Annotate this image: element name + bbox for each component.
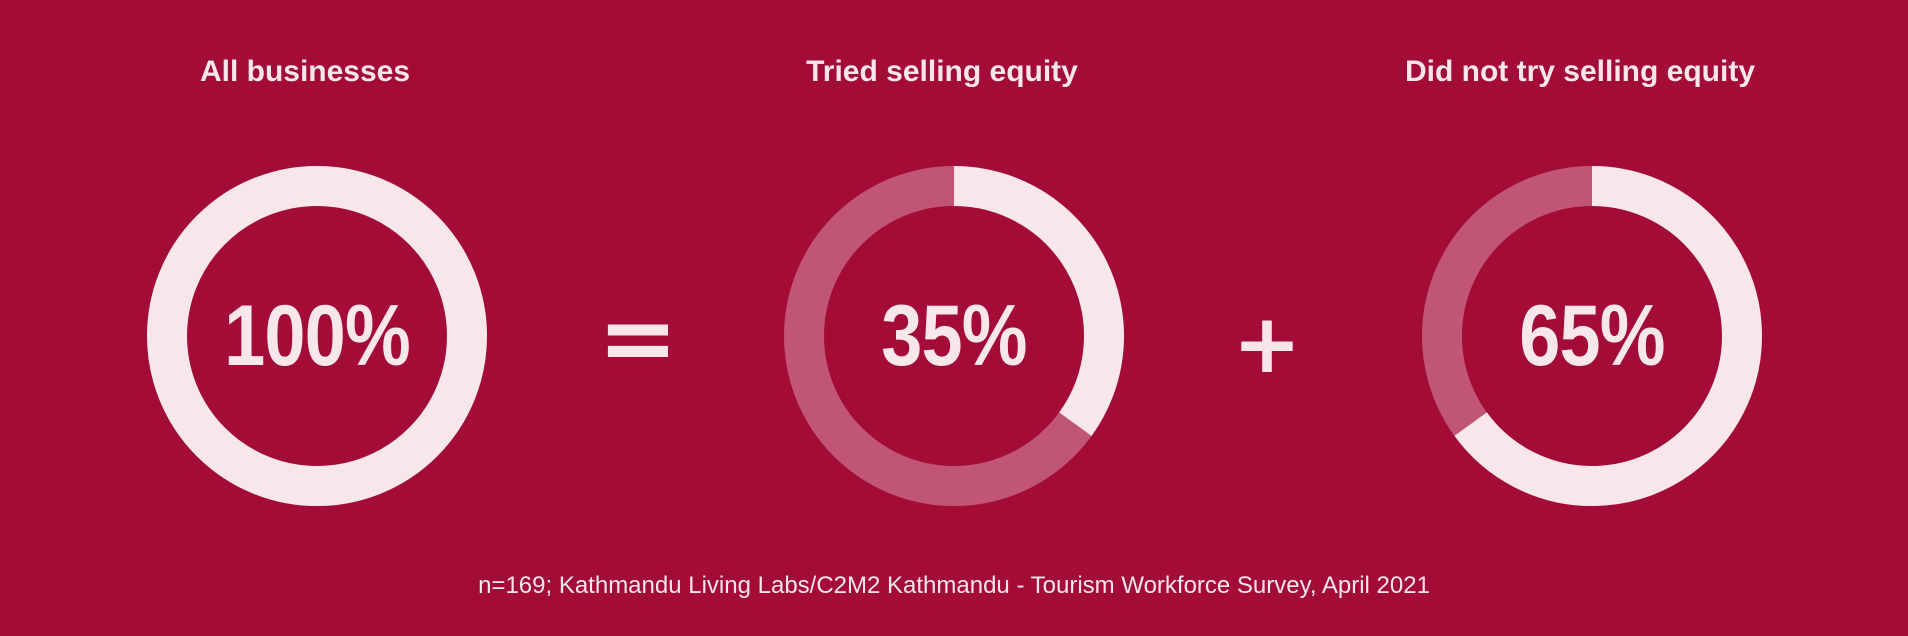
donut-highlight-arc xyxy=(953,166,1124,436)
chart-title-all-businesses: All businesses xyxy=(199,55,411,88)
donut-highlight-arc xyxy=(1454,166,1762,506)
percent-label: 65% xyxy=(1519,287,1665,384)
chart-title-tried-selling-equity: Tried selling equity xyxy=(806,55,1078,88)
donut-chart-tried-selling-equity: 35% xyxy=(783,165,1125,507)
donut-chart-all-businesses: 100% xyxy=(146,165,488,507)
donut-chart-did-not-try-selling-equity: 65% xyxy=(1421,165,1763,507)
donut-svg xyxy=(784,166,1124,506)
plus-sign: + xyxy=(1232,297,1302,392)
donut-svg xyxy=(1422,166,1762,506)
donut-svg xyxy=(147,166,487,507)
donut-highlight-arc xyxy=(147,166,487,507)
chart-title-did-not-try-selling-equity: Did not try selling equity xyxy=(1404,55,1756,88)
percent-label: 35% xyxy=(881,287,1027,384)
percent-label: 100% xyxy=(224,287,411,384)
equals-sign: = xyxy=(597,282,679,394)
source-footnote: n=169; Kathmandu Living Labs/C2M2 Kathma… xyxy=(478,572,1430,599)
